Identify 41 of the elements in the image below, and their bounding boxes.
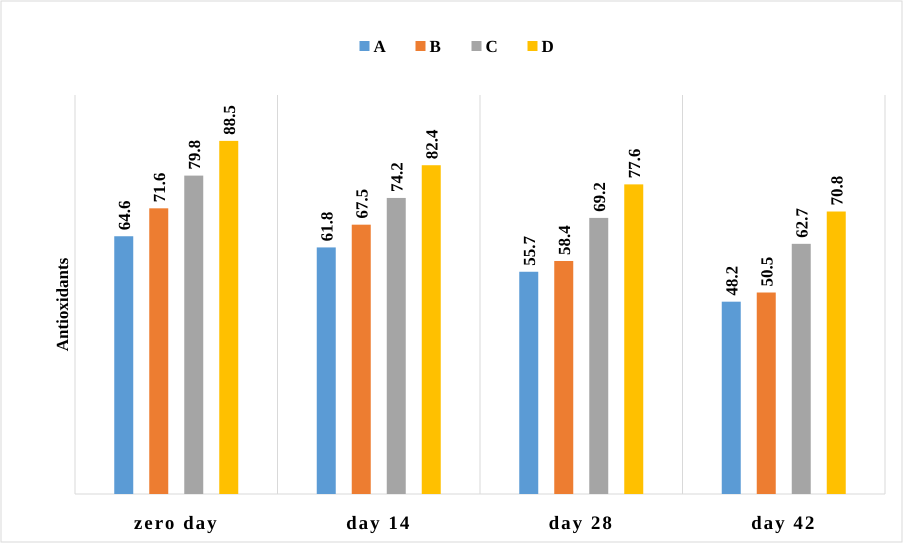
bar: [756, 292, 776, 494]
bar: [792, 244, 811, 494]
data-label: 69.2: [590, 182, 609, 212]
data-label: 71.6: [150, 172, 169, 202]
x-tick-label: day 42: [751, 513, 816, 534]
bar: [826, 212, 846, 494]
data-label: 62.7: [792, 208, 812, 238]
legend-label: B: [430, 37, 441, 56]
legend-label: A: [374, 37, 386, 56]
data-label: 79.8: [184, 140, 204, 170]
legend-label: C: [486, 37, 498, 56]
bar: [554, 260, 574, 494]
data-label: 74.2: [387, 162, 406, 192]
data-label: 67.5: [352, 188, 372, 219]
bar: [624, 184, 644, 494]
bar: [519, 272, 538, 494]
bar: [114, 236, 134, 494]
y-axis-title: Antioxidants: [53, 257, 72, 352]
x-tick-label: zero day: [134, 513, 219, 534]
data-label: 64.6: [114, 200, 134, 230]
bar: [219, 140, 238, 494]
data-label: 50.5: [757, 256, 776, 287]
bar: [149, 208, 168, 494]
bar: [386, 198, 406, 494]
bar: [316, 247, 336, 494]
bar: [422, 165, 441, 494]
bar: [589, 218, 608, 494]
data-label: 88.5: [220, 105, 239, 135]
bar: [352, 224, 371, 494]
data-label: 82.4: [422, 128, 442, 160]
data-label: 58.4: [554, 224, 574, 255]
data-label: 70.8: [827, 176, 846, 206]
bar: [184, 176, 204, 494]
data-label: 55.7: [520, 236, 539, 266]
x-tick-label: day 28: [548, 513, 614, 534]
data-label: 61.8: [317, 212, 336, 242]
data-label: 77.6: [624, 148, 644, 178]
legend-label: D: [542, 37, 554, 56]
bar: [722, 302, 741, 494]
data-label: 48.2: [722, 266, 742, 296]
x-tick-label: day 14: [346, 513, 412, 534]
